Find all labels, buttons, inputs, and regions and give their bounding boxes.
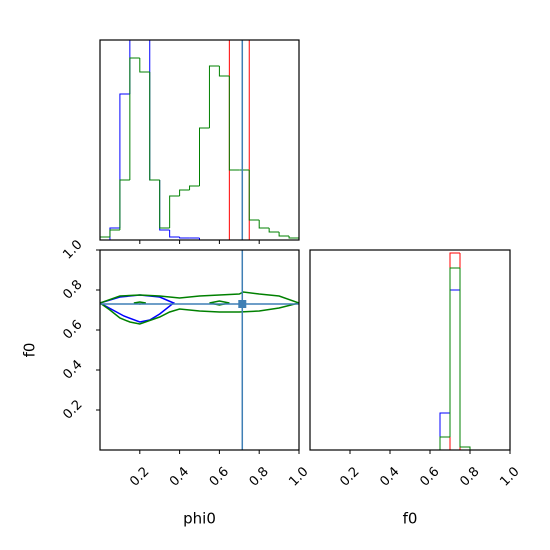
hist-step bbox=[119, 179, 130, 230]
axes-frame bbox=[99, 39, 300, 241]
hist-step bbox=[149, 40, 160, 181]
hist-step bbox=[199, 238, 210, 240]
hist-step bbox=[248, 40, 260, 240]
hist-step bbox=[100, 236, 110, 240]
hist-step bbox=[169, 195, 180, 228]
hist-step bbox=[449, 252, 460, 450]
hist-step bbox=[278, 232, 290, 237]
axes-frame bbox=[309, 249, 511, 451]
y-tick-label: 0.2 bbox=[60, 397, 85, 422]
x-tick-label: 0.2 bbox=[337, 464, 362, 489]
hist-step bbox=[218, 66, 230, 77]
hist-step bbox=[159, 180, 170, 229]
x-tick-label: 1.0 bbox=[497, 464, 522, 489]
y-tick-label: 0.8 bbox=[60, 277, 85, 302]
hist-step bbox=[449, 289, 460, 413]
hist-step bbox=[228, 40, 230, 240]
hist-step bbox=[129, 40, 131, 94]
hist-step bbox=[109, 229, 120, 237]
hist-step bbox=[179, 189, 190, 196]
hist-step bbox=[119, 93, 130, 228]
x-tick-label: 0.4 bbox=[377, 464, 402, 489]
y-tick-label: 0.6 bbox=[60, 317, 85, 342]
plot-area bbox=[100, 40, 299, 240]
hist-step bbox=[129, 57, 140, 180]
y-tick-label: 0.4 bbox=[60, 357, 85, 382]
hist-step bbox=[189, 185, 200, 190]
axes-frame bbox=[99, 249, 300, 451]
hist-step bbox=[459, 253, 470, 450]
x-tick-label: 0.4 bbox=[167, 464, 192, 489]
hist-step bbox=[248, 170, 260, 221]
plot-area bbox=[100, 250, 299, 450]
hist-step bbox=[459, 268, 471, 450]
hist-step bbox=[459, 290, 470, 450]
hist-step bbox=[149, 72, 160, 181]
truth-marker bbox=[238, 300, 247, 308]
x-axis-label: phi0 bbox=[183, 510, 216, 528]
x-tick-label: 0.8 bbox=[457, 464, 482, 489]
plot-area bbox=[439, 252, 471, 450]
x-tick-label: 0.6 bbox=[417, 464, 442, 489]
hist-step bbox=[179, 237, 190, 239]
hist-step bbox=[159, 180, 170, 231]
x-tick-label: 0.8 bbox=[247, 464, 272, 489]
hist-step bbox=[199, 127, 210, 186]
hist-step bbox=[228, 76, 240, 171]
x-tick-label: 0.2 bbox=[127, 464, 152, 489]
hist-step bbox=[449, 267, 460, 437]
hist-step bbox=[208, 65, 220, 128]
hist-step bbox=[169, 230, 180, 238]
contour bbox=[100, 291, 299, 325]
y-tick-label: 1.0 bbox=[60, 237, 85, 262]
y-axis-label: f0 bbox=[21, 343, 39, 358]
hist-step bbox=[268, 228, 280, 233]
hist-step bbox=[288, 236, 299, 240]
hist-step bbox=[258, 220, 270, 229]
x-axis-label: f0 bbox=[403, 510, 418, 528]
hist-step bbox=[439, 436, 450, 450]
hist-step bbox=[439, 412, 450, 450]
x-tick-label: 1.0 bbox=[286, 464, 311, 489]
hist-step bbox=[139, 58, 150, 73]
x-tick-label: 0.6 bbox=[207, 464, 232, 489]
